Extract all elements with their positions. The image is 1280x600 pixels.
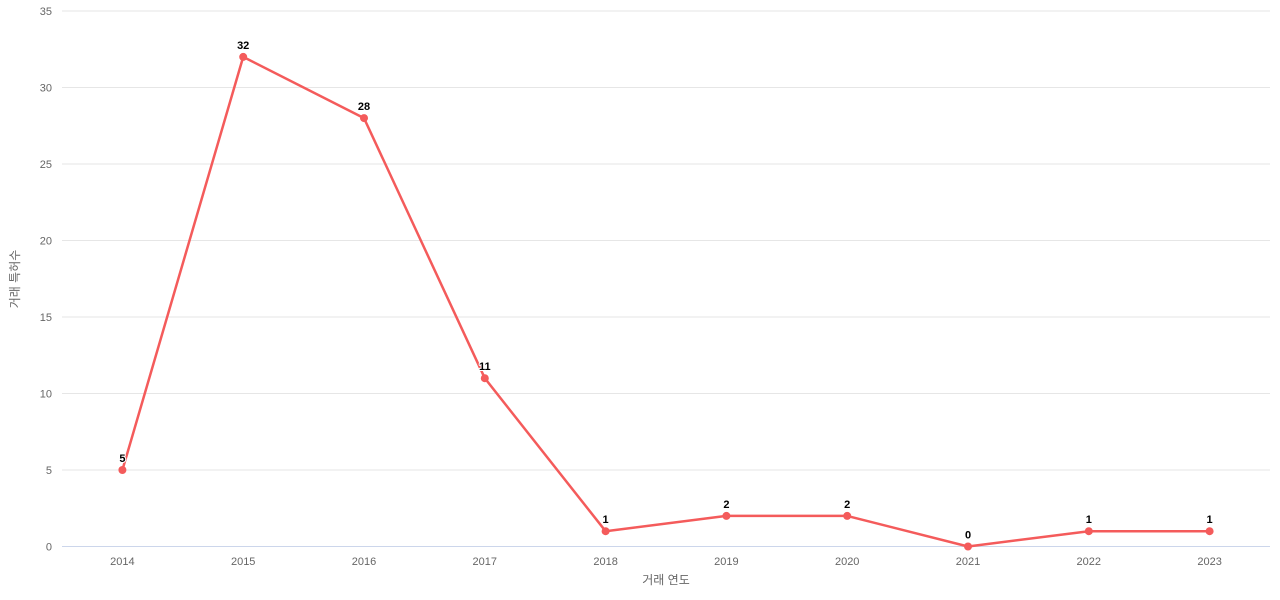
y-tick-label: 20 bbox=[40, 236, 52, 248]
x-tick-label: 2014 bbox=[110, 556, 134, 568]
y-tick-label: 35 bbox=[40, 6, 52, 18]
x-tick-label: 2022 bbox=[1077, 556, 1101, 568]
data-point-label: 1 bbox=[603, 514, 609, 526]
data-point-marker[interactable] bbox=[964, 542, 972, 551]
data-point-marker[interactable] bbox=[601, 527, 610, 536]
data-point-label: 1 bbox=[1207, 514, 1213, 526]
y-tick-label: 0 bbox=[46, 542, 52, 554]
data-point-marker[interactable] bbox=[480, 374, 489, 383]
y-axis-title: 거래 특허수 bbox=[8, 250, 22, 309]
x-tick-label: 2017 bbox=[473, 556, 497, 568]
data-point-marker[interactable] bbox=[360, 114, 368, 123]
x-axis-title: 거래 연도 bbox=[642, 573, 690, 587]
series-line bbox=[121, 55, 1211, 548]
data-point-label: 11 bbox=[479, 361, 491, 373]
data-point-marker[interactable] bbox=[1205, 527, 1214, 536]
data-point-marker[interactable] bbox=[722, 511, 731, 520]
x-axis-tick-labels: 2014 2015 2016 2017 2018 2019 2020 2021 2022 2023 bbox=[110, 556, 1222, 568]
data-point-marker[interactable] bbox=[118, 466, 127, 474]
y-axis-tick-labels: 0 5 10 15 20 25 30 35 bbox=[40, 6, 52, 554]
y-tick-label: 5 bbox=[46, 465, 52, 477]
series-layer bbox=[118, 52, 1214, 551]
y-tick-label: 15 bbox=[40, 312, 52, 324]
x-tick-label: 2023 bbox=[1197, 556, 1221, 568]
x-tick-label: 2016 bbox=[352, 556, 376, 568]
y-tick-label: 10 bbox=[40, 389, 52, 401]
data-point-marker[interactable] bbox=[843, 511, 852, 520]
data-point-label: 32 bbox=[237, 40, 249, 52]
data-point-label: 2 bbox=[723, 499, 729, 511]
gridlines-layer bbox=[62, 10, 1270, 547]
data-point-label: 2 bbox=[844, 499, 850, 511]
data-point-label: 1 bbox=[1086, 514, 1092, 526]
x-tick-label: 2021 bbox=[956, 556, 980, 568]
x-tick-label: 2019 bbox=[714, 556, 738, 568]
data-point-label: 5 bbox=[119, 453, 125, 465]
x-tick-label: 2015 bbox=[231, 556, 255, 568]
x-tick-label: 2020 bbox=[835, 556, 859, 568]
data-point-marker[interactable] bbox=[239, 52, 248, 61]
x-tick-label: 2018 bbox=[593, 556, 617, 568]
data-point-marker[interactable] bbox=[1084, 527, 1093, 536]
y-tick-label: 25 bbox=[40, 159, 52, 171]
data-point-label: 0 bbox=[965, 530, 971, 542]
data-point-label: 28 bbox=[358, 101, 370, 113]
y-tick-label: 30 bbox=[40, 83, 52, 95]
